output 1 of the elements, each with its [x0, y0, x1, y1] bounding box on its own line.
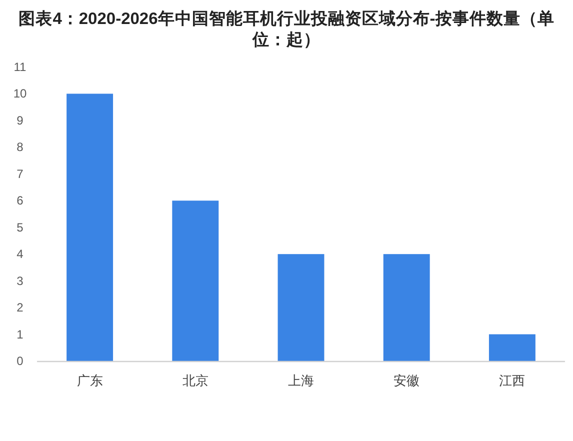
title: 图表4：2020-2026年中国智能耳机行业投融资区域分布-按事件数量（单位：起）: [18, 9, 556, 51]
